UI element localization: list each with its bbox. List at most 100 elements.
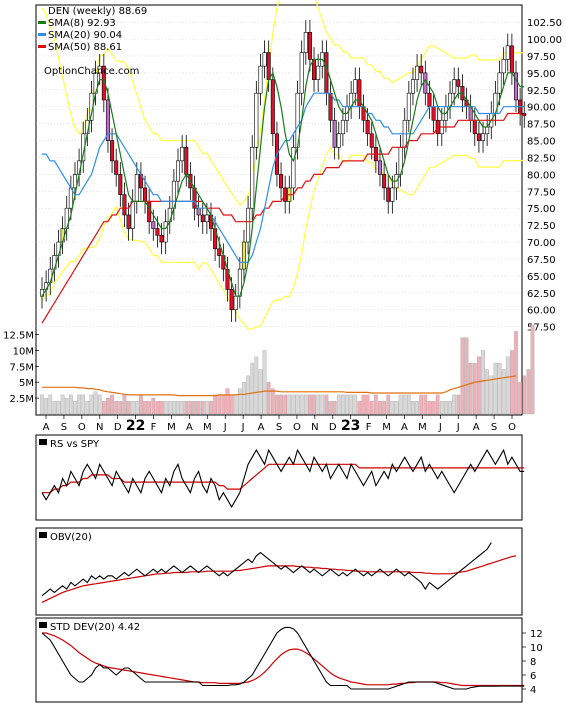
candle-body [130, 201, 135, 229]
candle-body [452, 79, 457, 94]
legend-label: SMA(8) 92.93 [48, 18, 116, 29]
volume-bar [444, 401, 448, 415]
volume-bar [93, 391, 98, 415]
volume-bar [159, 401, 164, 415]
candle-body [270, 79, 275, 135]
price-y-tick-label: 82.50 [527, 153, 556, 164]
candle-body [176, 160, 181, 182]
volume-bar [386, 394, 391, 415]
volume-bar [345, 394, 349, 415]
candle-body [147, 201, 152, 223]
volume-bar [328, 401, 333, 415]
candle-body [110, 140, 115, 162]
candle-body [118, 174, 123, 195]
x-axis-month-label: M [418, 422, 427, 433]
volume-bar [369, 401, 374, 415]
candle-body [431, 106, 436, 121]
watermark-text: OptionChance.com [44, 66, 139, 77]
x-axis-month-label: J [456, 422, 460, 433]
candle-body [481, 133, 486, 141]
volume-bar [134, 401, 139, 415]
candle-body [68, 187, 73, 209]
candle-body [126, 214, 131, 229]
price-y-tick-label: 72.50 [527, 221, 556, 232]
volume-bar [308, 394, 312, 415]
volume-bar [73, 401, 77, 415]
volume-bar [423, 394, 428, 415]
candle-body [97, 65, 102, 74]
volume-bar [250, 362, 255, 415]
x-axis-month-label: A [401, 422, 408, 433]
volume-bar [270, 388, 275, 415]
candle-body [456, 79, 461, 87]
candle-body [328, 92, 333, 121]
subpanel-legend-swatch [39, 622, 47, 628]
candle-body [303, 31, 308, 53]
indicator-line [41, 448, 525, 508]
volume-bar [427, 401, 432, 415]
candle-body [340, 119, 345, 135]
candle-body [369, 133, 374, 148]
volume-bar [85, 401, 90, 415]
subpanel-legend-swatch [39, 532, 47, 538]
volume-bar [246, 375, 250, 415]
volume-bar [505, 356, 510, 415]
indicator-line [41, 626, 525, 690]
candle-body [386, 187, 391, 202]
legend-label: SMA(20) 90.04 [48, 30, 122, 41]
volume-bar [411, 401, 415, 415]
candle-body [299, 52, 304, 94]
subpanel-y-tick-label: 8 [530, 657, 536, 668]
volume-bar [130, 401, 135, 415]
candle-body [105, 99, 110, 141]
volume-bar [382, 401, 386, 415]
volume-bar [110, 394, 114, 415]
volume-bar [242, 382, 246, 415]
volume-bar [172, 401, 176, 415]
legend-swatch [38, 33, 46, 36]
volume-bar [188, 401, 193, 415]
volume-bar [56, 401, 61, 415]
candle-body [122, 194, 127, 216]
volume-bar [279, 394, 283, 415]
volume-average-line [42, 375, 517, 397]
volume-bar [163, 401, 168, 415]
volume-bar [452, 394, 457, 415]
candle-body [204, 214, 209, 223]
x-axis-month-label: A [43, 422, 50, 433]
price-y-tick-label: 95.00 [527, 69, 556, 80]
volume-bar [225, 388, 230, 415]
volume-bar [176, 401, 180, 415]
candle-body [254, 92, 259, 148]
volume-bar [518, 382, 522, 415]
price-y-tick-label: 70.00 [527, 238, 556, 249]
x-axis-month-label: J [241, 422, 245, 433]
volume-bar [266, 382, 271, 415]
candle-body [72, 174, 77, 189]
volume-bar [316, 394, 321, 415]
candle-body [151, 221, 156, 229]
candle-body [353, 79, 358, 94]
x-axis-month-label: M [382, 422, 391, 433]
volume-bar [341, 394, 345, 415]
volume-bar [237, 388, 242, 415]
volume-bar [184, 401, 189, 415]
x-axis-month-label: 23 [341, 418, 360, 434]
price-y-tick-label: 87.50 [527, 120, 556, 131]
volume-bar [489, 375, 494, 415]
sma50-line [41, 112, 525, 324]
candle-body [427, 92, 432, 108]
volume-bar [118, 401, 123, 415]
volume-bar [192, 401, 197, 415]
candle-body [143, 187, 148, 202]
signal-line [41, 555, 517, 603]
volume-bar [283, 394, 288, 415]
candle-body [382, 174, 387, 189]
candle-body [406, 92, 411, 121]
volume-bar [456, 394, 461, 415]
volume-bar [291, 394, 296, 415]
candle-body [365, 119, 370, 135]
volume-bar [303, 394, 308, 415]
volume-bar [205, 401, 209, 415]
